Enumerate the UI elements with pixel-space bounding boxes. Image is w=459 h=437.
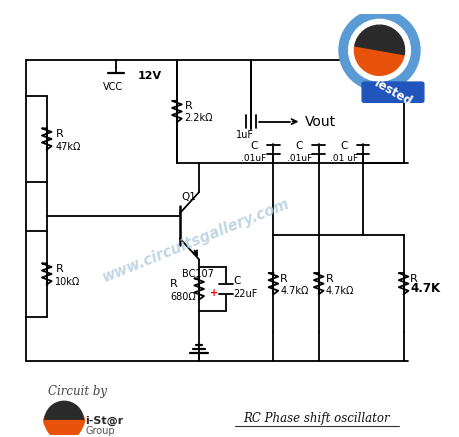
Text: R: R	[55, 129, 63, 139]
Text: BC107: BC107	[181, 269, 213, 279]
Text: 4.7kΩ: 4.7kΩ	[280, 286, 308, 296]
Wedge shape	[354, 25, 404, 55]
Text: C: C	[339, 141, 347, 151]
Text: www.circuitsgallery.com: www.circuitsgallery.com	[100, 196, 291, 285]
Text: R: R	[325, 274, 332, 284]
Text: C: C	[232, 276, 240, 286]
Text: .01uF: .01uF	[241, 154, 266, 163]
Text: C: C	[295, 141, 302, 151]
Circle shape	[348, 19, 409, 81]
Text: 4.7K: 4.7K	[409, 282, 440, 295]
Text: 1uF: 1uF	[235, 130, 253, 140]
Text: R: R	[55, 264, 63, 274]
Wedge shape	[353, 46, 403, 75]
Text: 10kΩ: 10kΩ	[55, 277, 80, 287]
Text: 12V: 12V	[137, 71, 161, 81]
Ellipse shape	[44, 407, 84, 434]
Text: 2.2kΩ: 2.2kΩ	[184, 113, 213, 123]
Text: RC Phase shift oscillator: RC Phase shift oscillator	[243, 412, 389, 425]
Text: 4.7kΩ: 4.7kΩ	[325, 286, 353, 296]
FancyBboxPatch shape	[361, 82, 423, 102]
Wedge shape	[45, 401, 83, 421]
Text: Vout: Vout	[305, 114, 336, 128]
Text: .01uF: .01uF	[286, 154, 311, 163]
Wedge shape	[45, 421, 83, 437]
Text: 680Ω: 680Ω	[170, 291, 196, 302]
Text: Group: Group	[85, 426, 115, 436]
Text: 22uF: 22uF	[232, 289, 257, 299]
Text: C: C	[250, 141, 257, 151]
Text: R: R	[184, 101, 192, 111]
Text: i-St@r: i-St@r	[85, 416, 123, 426]
Text: .01 uF: .01 uF	[329, 154, 357, 163]
Text: +: +	[209, 288, 217, 298]
Text: R: R	[280, 274, 287, 284]
Text: Q1: Q1	[181, 192, 196, 202]
Text: R: R	[409, 274, 417, 284]
Text: i-St@r: i-St@r	[361, 0, 397, 8]
Text: R: R	[170, 279, 178, 289]
Text: Circuit by: Circuit by	[48, 385, 107, 398]
Circle shape	[338, 10, 419, 91]
Text: VCC: VCC	[103, 82, 123, 92]
Text: 47kΩ: 47kΩ	[55, 142, 81, 152]
Text: Tested: Tested	[370, 75, 414, 108]
